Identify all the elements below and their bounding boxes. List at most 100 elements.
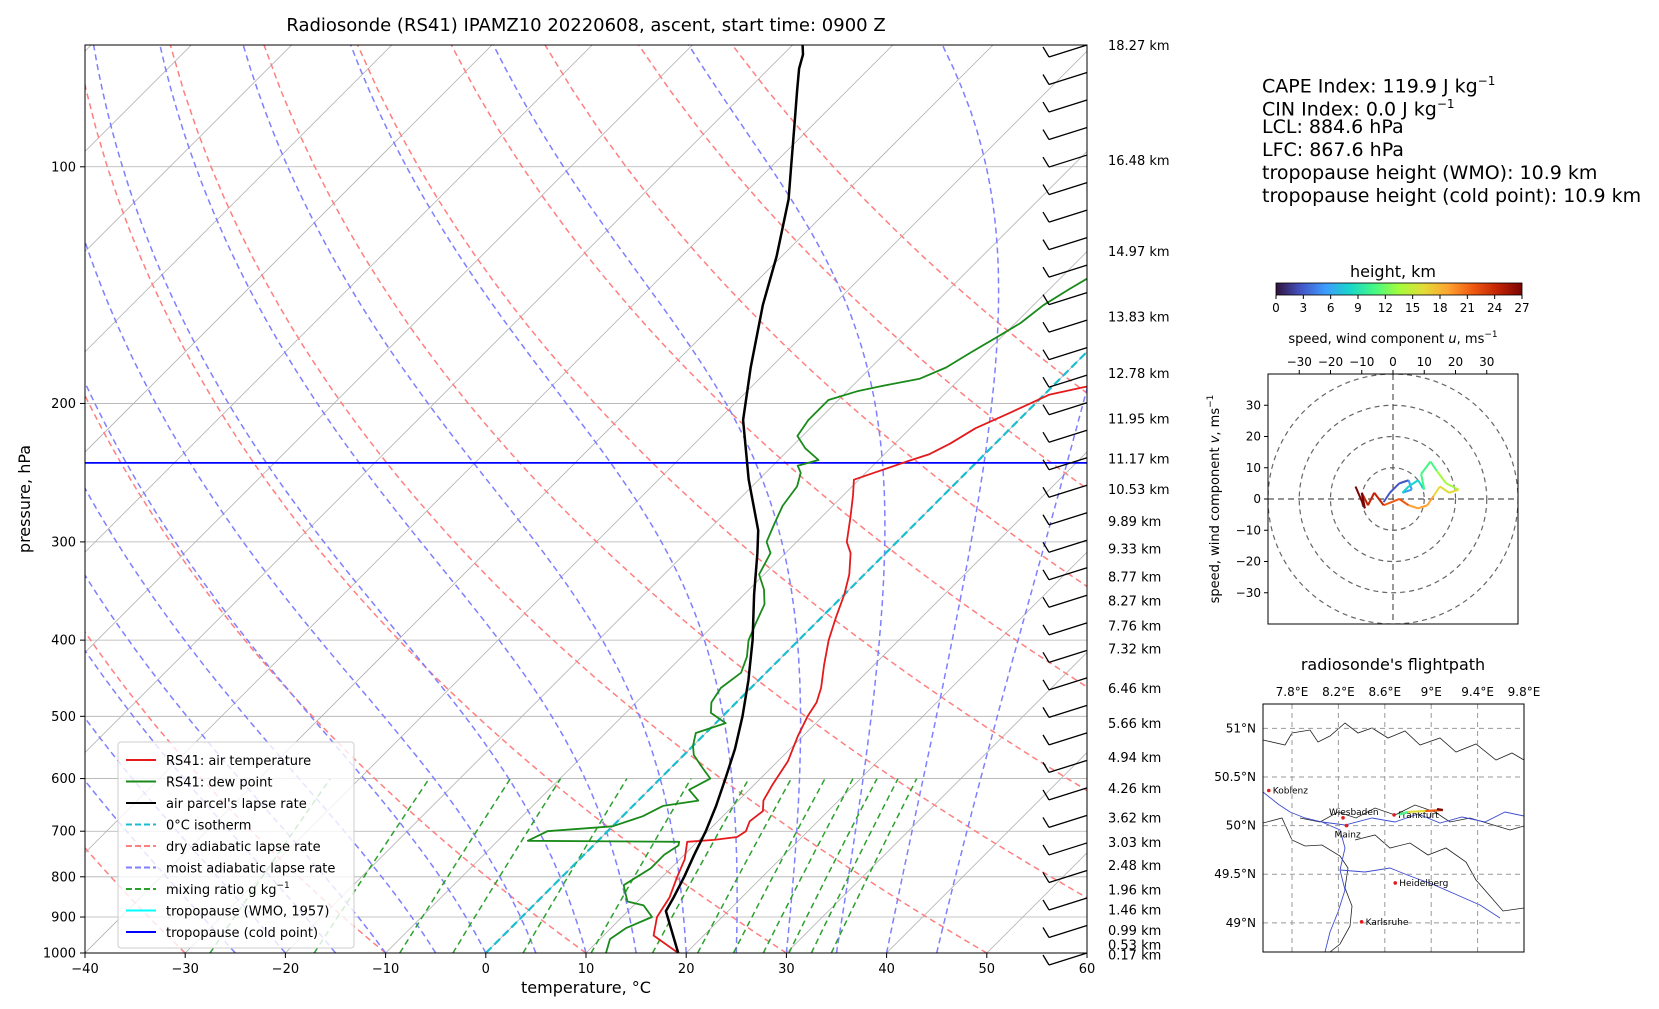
wind-barb: [1042, 512, 1088, 526]
dry-adiabat: [450, 45, 1087, 688]
legend-item: RS41: air temperature: [126, 754, 311, 769]
legend-item: air parcel's lapse rate: [126, 797, 307, 812]
map-lat-label: 50.5°N: [1214, 770, 1256, 784]
height-label: 0.17 km: [1108, 949, 1161, 964]
map-rivers: [1263, 791, 1524, 952]
wind-barb-flag: [1042, 211, 1050, 223]
chart-title: Radiosonde (RS41) IPAMZ10 20220608, asce…: [286, 15, 885, 36]
mixing-ratio-line: [732, 778, 826, 953]
isotherm-gridline: [385, 251, 1087, 953]
moist-adiabat: [85, 716, 286, 953]
wind-barb-flag: [1042, 789, 1050, 801]
lcl: LCL: 884.6 hPa: [1262, 116, 1404, 138]
hodo-ring: [1329, 435, 1457, 563]
x-tick-label: 10: [578, 962, 595, 977]
wind-barb-staff: [1048, 814, 1088, 829]
wind-barb-flag: [1042, 514, 1050, 526]
legend-label: RS41: dew point: [166, 776, 273, 791]
mixing-ratio-line: [522, 778, 628, 953]
legend-label-text: moist adiabatic lapse rate: [166, 862, 335, 877]
y-tick-label: 200: [51, 397, 76, 412]
dry-adiabat: [85, 630, 387, 953]
height-label: 11.17 km: [1108, 453, 1170, 468]
wind-barb-flag: [1042, 486, 1050, 498]
wind-barb-staff: [1048, 759, 1088, 774]
legend-label: RS41: air temperature: [166, 754, 311, 769]
wind-barb: [1042, 236, 1088, 251]
hodo-segment: [1445, 482, 1460, 491]
height-label: 7.32 km: [1108, 643, 1161, 658]
colorbar-tick-label: 12: [1378, 301, 1393, 315]
city-marker: [1392, 813, 1396, 817]
wind-barb-staff: [1048, 594, 1088, 608]
wind-barb-flag: [1042, 817, 1050, 828]
wind-barb: [1042, 484, 1088, 498]
wind-barb-staff: [1048, 236, 1088, 251]
wind-barb: [1042, 732, 1088, 746]
dew-point-line: [526, 277, 1087, 953]
wind-barb: [1042, 126, 1088, 141]
height-label: 4.94 km: [1108, 751, 1161, 766]
flightpath-segment: [1436, 807, 1443, 812]
height-label: 7.76 km: [1108, 619, 1161, 634]
colorbar-tick-label: 0: [1272, 301, 1280, 315]
hodo-segment: [1432, 485, 1441, 497]
hodo-segment: [1426, 495, 1435, 506]
hodo-segment: [1382, 492, 1391, 503]
wind-barb-flag: [1042, 349, 1050, 361]
river-neckar: [1339, 867, 1501, 919]
hodo-x-tick-label: −20: [1318, 355, 1343, 369]
hodo-x-tick-label: 30: [1479, 355, 1494, 369]
x-tick-label: −30: [171, 962, 198, 977]
height-label: 13.83 km: [1108, 310, 1170, 325]
wind-barb-staff: [1048, 842, 1088, 856]
hodo-segment: [1401, 485, 1410, 494]
moist-adiabat: [159, 45, 637, 953]
wind-barb-flag: [1042, 156, 1050, 168]
hodo-x-tick-label: 0: [1389, 355, 1397, 369]
dry-adiabat: [169, 45, 988, 953]
height-label: 6.46 km: [1108, 682, 1161, 697]
hodo-segment: [1420, 460, 1432, 475]
height-label: 11.95 km: [1108, 412, 1170, 427]
wind-barb-staff: [1048, 539, 1088, 553]
legend-label: air parcel's lapse rate: [166, 797, 307, 812]
x-axis-label: temperature, °C: [521, 978, 651, 997]
wind-barb: [1042, 594, 1088, 608]
wind-barb: [1042, 347, 1088, 361]
city-label: Frankfurt: [1398, 811, 1439, 821]
colorbar-tick-label: 24: [1487, 301, 1502, 315]
skew-t-plot: Radiosonde (RS41) IPAMZ10 20220608, asce…: [15, 15, 1170, 997]
hodo-x-label-unit: , ms: [1457, 332, 1485, 347]
mixing-ratio-line: [762, 778, 854, 953]
wind-barb: [1042, 814, 1088, 829]
hodo-frame: [1267, 373, 1519, 625]
map-lon-label: 9.8°E: [1508, 685, 1541, 699]
wind-barb-staff: [1048, 429, 1088, 443]
wind-barb: [1042, 897, 1088, 911]
state-border-east: [1354, 834, 1524, 912]
wind-barb-staff: [1048, 457, 1088, 471]
wind-barb-flag: [1042, 569, 1050, 581]
height-label: 18.27 km: [1108, 39, 1170, 54]
hodo-segment: [1389, 482, 1400, 494]
wind-barb: [1042, 622, 1088, 636]
y-tick-label: 400: [51, 634, 76, 649]
hodo-x-label-var: u: [1448, 332, 1456, 347]
wind-barb-staff: [1048, 126, 1088, 141]
wind-barb-flag: [1042, 954, 1050, 966]
y-tick-label: 100: [51, 160, 76, 175]
y-tick-label: 1000: [43, 947, 76, 962]
x-tick-label: −20: [272, 962, 299, 977]
parcel-lapse-line: [664, 45, 805, 953]
wind-barb-flag: [1042, 294, 1050, 305]
wind-barb: [1042, 374, 1088, 388]
isotherm-gridline: [85, 45, 493, 453]
tropopause-wmo: tropopause height (WMO): 10.9 km: [1262, 162, 1598, 184]
height-label: 8.77 km: [1108, 571, 1161, 586]
height-label: 3.62 km: [1108, 811, 1161, 826]
moist-adiabat: [242, 45, 687, 953]
wind-barb-flag: [1042, 872, 1050, 883]
wind-barb-flag: [1042, 679, 1050, 691]
